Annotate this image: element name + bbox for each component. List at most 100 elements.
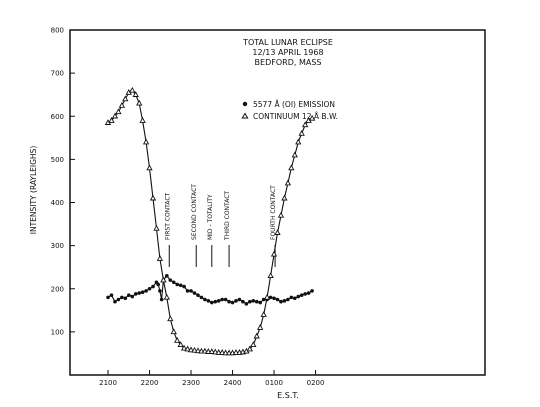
data-point: [130, 294, 135, 299]
data-point: [241, 299, 245, 304]
data-point: [137, 291, 141, 295]
data-point: [146, 164, 153, 171]
y-tick-label: 400: [51, 199, 64, 207]
data-point: [306, 291, 311, 295]
data-point: [310, 289, 314, 293]
data-point: [291, 151, 298, 158]
data-point: [187, 346, 195, 353]
data-point: [167, 315, 174, 322]
data-point: [129, 86, 136, 93]
data-point: [246, 345, 253, 352]
data-point: [177, 341, 184, 348]
data-point: [108, 117, 115, 123]
x-axis-label: E.S.T.: [277, 391, 299, 400]
series-line: [107, 274, 313, 305]
chart-subtitle-location: BEDFORD, MASS: [255, 58, 322, 67]
data-point: [302, 121, 309, 128]
legend-label-oi-emission: 5577 Å (OI) EMISSION: [253, 100, 335, 109]
y-axis: 100 200 300 400 500 600 700 800: [51, 27, 75, 336]
data-point: [185, 289, 190, 293]
data-point: [275, 297, 280, 302]
data-point: [263, 293, 271, 300]
y-axis-label: INTENSITY (RAYLEIGHS): [29, 146, 38, 235]
data-point: [126, 293, 131, 298]
series-1: [106, 274, 314, 306]
data-point: [142, 138, 150, 145]
chart-subtitle-date: 12/13 APRIL 1968: [252, 48, 323, 57]
contact-label: THIRD CONTACT: [224, 191, 231, 241]
x-tick-label: 2100: [99, 379, 117, 387]
contact-annotations: FIRST CONTACT SECOND CONTACT MID - TOTALIT…: [164, 184, 277, 267]
data-point: [203, 297, 207, 302]
data-point: [160, 276, 167, 283]
data-point: [147, 286, 152, 291]
contact-label: SECOND CONTACT: [191, 184, 198, 240]
data-point: [277, 211, 285, 218]
data-point: [227, 299, 231, 304]
data-point: [144, 289, 148, 293]
data-point: [298, 129, 305, 136]
data-point: [122, 95, 129, 102]
contact-label: FOURTH CONTACT: [270, 185, 277, 240]
data-point: [196, 293, 200, 298]
data-point: [308, 114, 316, 121]
data-point: [174, 336, 181, 343]
data-point: [182, 284, 186, 289]
y-tick-label: 600: [51, 113, 64, 121]
legend-dot-marker: [242, 101, 248, 107]
data-point: [289, 295, 294, 300]
x-tick-label: 0200: [307, 379, 325, 387]
data-point: [219, 349, 226, 355]
data-point: [270, 250, 278, 257]
data-point: [279, 299, 283, 304]
data-point: [209, 300, 214, 305]
data-point: [244, 302, 249, 306]
data-point: [223, 297, 228, 302]
data-point: [201, 347, 209, 354]
data-point: [194, 347, 202, 354]
data-point: [292, 296, 297, 301]
x-tick-label: 2300: [182, 379, 200, 387]
data-point: [213, 299, 218, 304]
data-point: [132, 91, 139, 97]
x-tick-label: 2200: [141, 379, 159, 387]
data-point: [116, 297, 121, 302]
data-point: [216, 299, 221, 303]
chart-title: TOTAL LUNAR ECLIPSE: [242, 38, 333, 47]
data-point: [258, 300, 263, 305]
data-point: [286, 297, 290, 302]
data-point: [248, 299, 252, 304]
data-point: [189, 289, 193, 293]
x-tick-label: 0100: [265, 379, 283, 387]
data-point: [251, 299, 256, 303]
data-point: [299, 293, 304, 298]
data-point: [288, 164, 295, 171]
x-axis: 2100 2200 2300 2400 0100 0200: [99, 370, 324, 387]
data-point: [282, 299, 287, 303]
data-point: [284, 179, 292, 186]
data-point: [267, 272, 274, 279]
data-point: [159, 297, 164, 302]
contact-label: MID - TOTALITY: [207, 194, 214, 240]
y-tick-label: 700: [51, 70, 64, 78]
data-point: [268, 295, 273, 300]
data-point: [274, 229, 281, 235]
data-point: [165, 274, 169, 278]
data-point: [175, 282, 180, 287]
y-tick-label: 200: [51, 285, 64, 293]
data-point: [106, 295, 110, 300]
y-tick-label: 300: [51, 242, 64, 250]
data-point: [272, 296, 276, 301]
data-point: [156, 255, 164, 261]
data-point: [120, 295, 124, 300]
y-tick-label: 100: [51, 328, 64, 336]
data-point: [171, 280, 176, 285]
data-point: [153, 224, 160, 231]
data-point: [253, 332, 260, 339]
data-point: [237, 297, 242, 302]
data-point: [191, 346, 198, 353]
data-point: [170, 328, 177, 335]
series-2: [104, 86, 316, 356]
data-point: [250, 341, 257, 348]
data-point: [118, 101, 126, 108]
